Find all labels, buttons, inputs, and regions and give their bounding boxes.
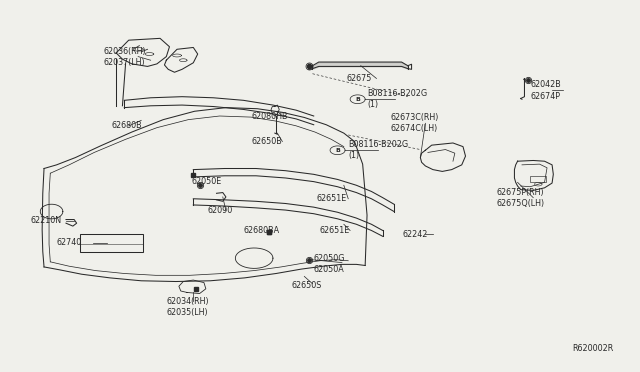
Text: 62210N: 62210N xyxy=(30,216,61,225)
Text: 62034(RH)
62035(LH): 62034(RH) 62035(LH) xyxy=(166,297,209,317)
Text: 62090: 62090 xyxy=(207,206,232,215)
Text: 62042B
62674P: 62042B 62674P xyxy=(530,80,561,100)
Text: 62740: 62740 xyxy=(56,238,82,247)
Text: B08116-B202G
(1): B08116-B202G (1) xyxy=(348,140,408,160)
Text: 62080HB: 62080HB xyxy=(251,112,287,121)
Text: 62651E: 62651E xyxy=(317,194,347,203)
Text: 62651E: 62651E xyxy=(320,226,350,235)
Text: 62675: 62675 xyxy=(346,74,372,83)
Text: 62675P(RH)
62675Q(LH): 62675P(RH) 62675Q(LH) xyxy=(497,187,545,208)
Text: 62680BA: 62680BA xyxy=(243,226,280,235)
Text: 62242: 62242 xyxy=(403,230,428,238)
FancyBboxPatch shape xyxy=(81,234,143,252)
Text: 62050E: 62050E xyxy=(191,177,221,186)
Text: 62673C(RH)
62674C(LH): 62673C(RH) 62674C(LH) xyxy=(390,113,438,133)
Text: 62650B: 62650B xyxy=(251,137,282,146)
Text: B: B xyxy=(335,148,340,153)
Text: B08116-B202G
(1): B08116-B202G (1) xyxy=(367,89,427,109)
Text: 62036(RH)
62037(LH): 62036(RH) 62037(LH) xyxy=(104,46,147,67)
Text: 62050G
62050A: 62050G 62050A xyxy=(314,254,345,275)
Text: R620002R: R620002R xyxy=(572,344,614,353)
Text: B: B xyxy=(355,97,360,102)
Bar xyxy=(530,176,546,182)
Text: 62650S: 62650S xyxy=(292,280,322,290)
Text: 62680B: 62680B xyxy=(112,121,142,130)
